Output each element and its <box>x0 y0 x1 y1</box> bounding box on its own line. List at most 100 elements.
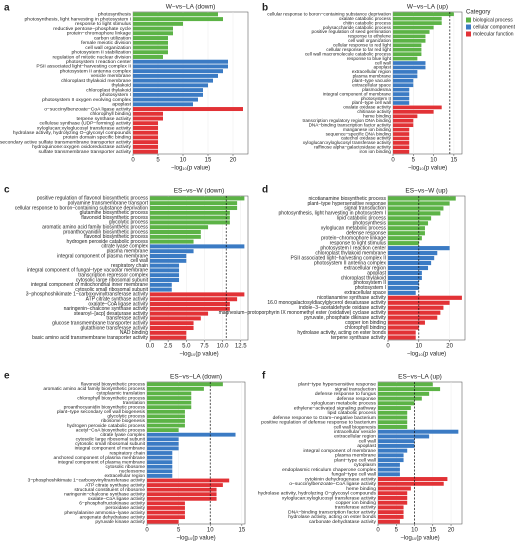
term-label: naringenin−chalcone synthase activity <box>64 306 149 312</box>
term-label: photosystem II antenna complex <box>60 68 132 74</box>
term-label: photosynthesis <box>98 12 132 18</box>
bar <box>150 287 172 292</box>
term-label: oxalate catabolic process <box>339 16 392 21</box>
bar <box>147 441 179 446</box>
term-label: sequence−specific DNA binding <box>326 131 392 136</box>
bar <box>393 101 410 105</box>
bar <box>393 12 454 17</box>
term-label: PSII associated light−harvesting complex… <box>291 255 386 261</box>
term-label: plant−type vacuole <box>352 78 391 83</box>
term-label: cell wall <box>130 258 148 264</box>
bar <box>147 437 179 442</box>
term-label: integral component of plasma membrane <box>57 253 148 259</box>
bar <box>147 451 173 455</box>
x-tick-label: 10 <box>180 158 187 164</box>
bar <box>393 149 410 154</box>
term-label: photosystem II <box>353 280 386 286</box>
term-label: nicotianamine biosynthetic process <box>308 196 386 202</box>
bar <box>393 25 434 30</box>
term-label: flavonoid biosynthetic process <box>81 382 146 388</box>
term-label: photosynthesis, light harvesting in phot… <box>278 211 386 217</box>
term-label: stearoyl−[acp] desaturase activity <box>74 311 149 317</box>
bar <box>378 481 444 486</box>
bar <box>133 31 173 36</box>
bar <box>133 83 208 88</box>
term-label: integral component of membrane <box>303 448 376 454</box>
bar <box>388 270 422 276</box>
term-label: response to blue light <box>347 56 392 61</box>
term-label: indole−3−acetaldehyde oxidase activity <box>299 305 387 311</box>
x-tick-label: 0 <box>391 158 395 164</box>
bar <box>147 386 204 391</box>
bar <box>147 483 223 487</box>
term-label: photosystem I reaction center <box>320 245 386 251</box>
term-label: response to light stimulus <box>330 241 387 247</box>
bar <box>147 432 236 437</box>
x-tick-label: 0 <box>376 528 380 534</box>
bar <box>150 215 230 220</box>
bar <box>147 414 185 419</box>
bar <box>388 236 422 241</box>
bar <box>378 434 430 439</box>
term-label: photosystem II stabilization <box>72 50 132 56</box>
term-label: ATP citrate synthase activity <box>86 297 149 303</box>
term-label: photosystem II <box>361 96 391 101</box>
bar <box>150 205 238 211</box>
term-label: plasmodesma <box>362 87 391 92</box>
term-label: vesicle membrane <box>91 73 131 79</box>
x-tick-label: 0.0 <box>146 344 155 350</box>
panel-letter: d <box>262 185 268 196</box>
bar <box>378 514 404 519</box>
term-label: hydrolase activity, acting on ester bond… <box>297 330 386 336</box>
bar <box>378 472 400 477</box>
bar <box>150 258 187 263</box>
bar <box>147 460 173 465</box>
bar <box>388 216 432 221</box>
bar <box>133 40 168 45</box>
bar <box>393 118 414 123</box>
x-tick-label: 10 <box>411 528 418 534</box>
bar <box>388 251 438 256</box>
bar <box>388 196 456 201</box>
legend-label: cellular component <box>473 24 516 30</box>
term-label: copper ion binding <box>345 320 386 326</box>
term-label: pyruvate kinase activity <box>95 519 145 525</box>
bar <box>147 473 173 478</box>
term-label: extracellular space <box>352 82 391 87</box>
term-label: reductive pentose−phosphate cycle <box>53 26 131 32</box>
bar <box>378 500 408 505</box>
term-label: copper ion binding <box>336 500 377 506</box>
term-label: cell wall <box>375 60 391 65</box>
term-label: heme binding <box>363 114 391 119</box>
bar <box>147 469 173 474</box>
term-label: proanthocyanidin biosynthetic process <box>63 229 148 235</box>
bar <box>378 458 404 463</box>
bar <box>133 125 158 130</box>
bar <box>378 387 441 392</box>
term-label: magnesium−protoporphyrin IX monomethyl e… <box>219 310 387 316</box>
term-label: extracellular region <box>352 69 392 74</box>
bar <box>393 70 418 74</box>
bar <box>147 519 179 524</box>
term-label: extracellular region <box>334 434 376 440</box>
bar <box>150 249 194 254</box>
term-label: photosynthesis, light harvesting in phot… <box>24 16 131 22</box>
bar <box>133 78 213 83</box>
term-label: defense response <box>346 231 386 237</box>
bar <box>133 73 218 78</box>
bar <box>388 275 422 281</box>
term-label: respiratory chain <box>111 263 148 269</box>
term-label: pyruvate, phosphate dikinase activity <box>304 315 386 321</box>
term-label: cellular response to red light <box>333 43 392 48</box>
term-label: cell wall biogenesis <box>334 424 377 430</box>
bar <box>388 260 432 266</box>
bar <box>150 282 172 287</box>
term-label: protein domain specific binding <box>63 135 131 141</box>
bar <box>393 61 426 65</box>
bar <box>378 453 404 458</box>
term-label: integral component of plasma membrane <box>58 459 146 465</box>
panel-title: ES−vs−W (down) <box>174 188 225 195</box>
panel-title: ES−vs−LA (up) <box>398 374 442 381</box>
term-label: 6−phosphofructokinase activity <box>79 501 145 507</box>
term-label: protein−chromophore linkage <box>321 236 386 242</box>
